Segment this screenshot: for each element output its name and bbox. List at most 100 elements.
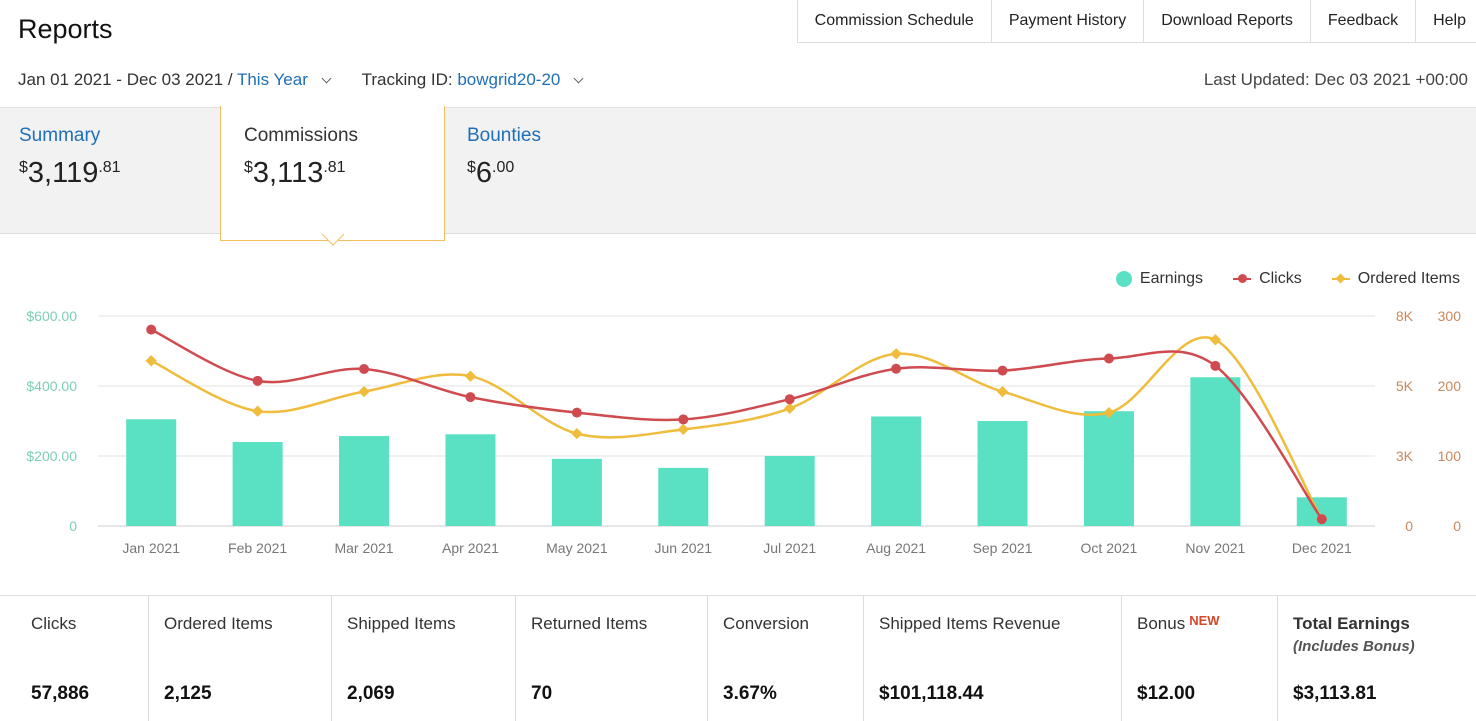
earnings-bar bbox=[977, 421, 1028, 526]
commission-schedule-button[interactable]: Commission Schedule bbox=[796, 0, 991, 43]
clicks-point bbox=[359, 364, 370, 375]
payment-history-button[interactable]: Payment History bbox=[990, 0, 1144, 43]
clicks-point bbox=[252, 375, 263, 386]
x-tick-label: Mar 2021 bbox=[334, 540, 393, 556]
earnings-bar bbox=[764, 456, 815, 526]
y-tick-earnings: $600.00 bbox=[26, 308, 77, 324]
y-tick-clicks: 8K bbox=[1396, 308, 1414, 324]
last-updated: Last Updated: Dec 03 2021 +00:00 bbox=[1203, 70, 1468, 89]
earnings-bar bbox=[871, 416, 922, 526]
x-tick-label: Feb 2021 bbox=[228, 540, 287, 556]
clicks-point bbox=[146, 324, 157, 335]
earnings-bar bbox=[445, 434, 496, 526]
tab-summary-label: Summary bbox=[19, 125, 101, 146]
bounties-amount: $6.00 bbox=[467, 157, 515, 189]
x-tick-label: Jan 2021 bbox=[122, 540, 180, 556]
ordered-items-point bbox=[1209, 334, 1222, 346]
earnings-bar bbox=[126, 419, 177, 526]
earnings-bar bbox=[339, 436, 390, 526]
date-range-selector[interactable]: Jan 01 2021 - Dec 03 2021 / This Year bbox=[18, 70, 332, 90]
earnings-bar bbox=[658, 467, 709, 526]
tracking-id-link[interactable]: bowgrid20-20 bbox=[457, 70, 561, 89]
earnings-swatch bbox=[1115, 271, 1132, 287]
clicks-point bbox=[678, 414, 689, 425]
legend-clicks[interactable]: Clicks bbox=[1233, 270, 1302, 288]
ordered-items-point bbox=[890, 348, 902, 360]
tab-summary[interactable]: Summary $3,119.81 bbox=[0, 108, 224, 235]
x-tick-label: Dec 2021 bbox=[1292, 540, 1352, 556]
ordered-items-point bbox=[571, 427, 583, 440]
date-preset-link[interactable]: This Year bbox=[236, 70, 308, 89]
tab-commissions[interactable]: Commissions $3,113.81 bbox=[220, 106, 445, 241]
x-tick-label: Aug 2021 bbox=[866, 540, 926, 556]
active-tab-caret bbox=[320, 234, 346, 248]
y-tick-earnings: $400.00 bbox=[26, 378, 77, 394]
ordered-items-point bbox=[358, 385, 370, 398]
tab-commissions-label: Commissions bbox=[244, 125, 359, 146]
clicks-point bbox=[465, 392, 476, 403]
earnings-bar bbox=[1083, 411, 1134, 526]
stat-conversion: Conversion 3.67% bbox=[707, 596, 863, 721]
ordered-items-point bbox=[251, 405, 264, 417]
ordered-items-point bbox=[464, 370, 477, 382]
x-tick-label: May 2021 bbox=[546, 540, 608, 556]
ordered-items-point bbox=[145, 355, 157, 367]
clicks-swatch bbox=[1233, 274, 1252, 283]
summary-amount: $3,119.81 bbox=[19, 157, 121, 189]
download-reports-button[interactable]: Download Reports bbox=[1143, 0, 1310, 43]
x-tick-label: Apr 2021 bbox=[442, 540, 499, 556]
feedback-button[interactable]: Feedback bbox=[1309, 0, 1416, 43]
legend-ordered-items[interactable]: Ordered Items bbox=[1331, 270, 1460, 288]
chevron-down-icon[interactable] bbox=[321, 73, 332, 84]
ordered-items-line bbox=[150, 336, 1323, 520]
chevron-down-icon[interactable] bbox=[573, 73, 584, 84]
y-tick-clicks: 0 bbox=[1405, 518, 1413, 534]
clicks-point bbox=[997, 365, 1008, 376]
earnings-bar bbox=[1190, 377, 1241, 526]
commissions-amount: $3,113.81 bbox=[244, 157, 346, 189]
ordered-items-point bbox=[677, 423, 689, 436]
filter-row: Jan 01 2021 - Dec 03 2021 / This Year Tr… bbox=[18, 70, 584, 90]
clicks-point bbox=[1210, 360, 1221, 371]
x-tick-label: Jul 2021 bbox=[763, 540, 816, 556]
tab-bounties[interactable]: Bounties $6.00 bbox=[448, 108, 672, 235]
earnings-bar bbox=[551, 458, 602, 526]
ordered-items-point bbox=[784, 402, 796, 415]
earnings-bar bbox=[232, 442, 283, 526]
y-tick-clicks: 5K bbox=[1396, 378, 1414, 394]
report-tabs: Summary $3,119.81 Commissions $3,113.81 … bbox=[0, 106, 1476, 241]
y-tick-ordered: 200 bbox=[1438, 378, 1462, 394]
x-tick-label: Sep 2021 bbox=[973, 540, 1033, 556]
y-tick-earnings: $200.00 bbox=[26, 448, 77, 464]
y-tick-ordered: 0 bbox=[1453, 518, 1461, 534]
stat-clicks: Clicks 57,886 bbox=[31, 614, 90, 704]
clicks-point bbox=[571, 407, 582, 418]
earnings-chart: $600.00 8K 300 $400.00 5K 200 $200.00 3K 100 0 0 0 J… bbox=[26, 308, 1462, 556]
x-tick-label: Oct 2021 bbox=[1081, 540, 1138, 556]
tracking-id-label: Tracking ID: bbox=[361, 70, 453, 89]
ordered-items-point bbox=[1103, 406, 1115, 419]
x-tick-label: Nov 2021 bbox=[1185, 540, 1245, 556]
clicks-point bbox=[891, 363, 902, 374]
legend-earnings[interactable]: Earnings bbox=[1115, 270, 1203, 288]
top-nav: Commission Schedule Payment History Down… bbox=[796, 0, 1476, 43]
ordered-items-point bbox=[996, 385, 1009, 398]
stat-total-earnings: Total Earnings (Includes Bonus) $3,113.8… bbox=[1277, 596, 1476, 721]
help-button[interactable]: Help bbox=[1415, 0, 1476, 43]
y-tick-ordered: 100 bbox=[1438, 448, 1462, 464]
stat-bonus: Bonus NEW $12.00 bbox=[1121, 596, 1277, 721]
clicks-point bbox=[784, 394, 795, 405]
y-tick-ordered: 300 bbox=[1438, 308, 1462, 324]
ordered-items-swatch bbox=[1331, 278, 1350, 280]
clicks-point bbox=[1103, 353, 1114, 364]
stat-returned-items: Returned Items 70 bbox=[515, 596, 707, 721]
stat-shipped-items-revenue: Shipped Items Revenue $101,118.44 bbox=[863, 596, 1121, 721]
x-tick-label: Jun 2021 bbox=[654, 540, 712, 556]
date-range-text: Jan 01 2021 - Dec 03 2021 / bbox=[18, 70, 233, 89]
y-tick-clicks: 3K bbox=[1396, 448, 1414, 464]
chart-legend: Earnings Clicks Ordered Items bbox=[1086, 270, 1460, 288]
stat-shipped-items: Shipped Items 2,069 bbox=[331, 596, 515, 721]
clicks-line bbox=[150, 328, 1323, 520]
tab-bounties-label: Bounties bbox=[467, 125, 541, 146]
tracking-id-selector[interactable]: Tracking ID: bowgrid20-20 bbox=[361, 70, 584, 90]
